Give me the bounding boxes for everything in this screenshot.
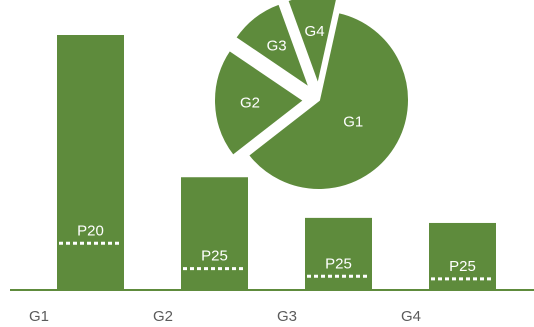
pie-slice-g1 (246, 10, 410, 191)
category-label-g4: G4 (401, 308, 421, 325)
pie-label-g2: G2 (240, 94, 260, 111)
bar-g2 (181, 177, 248, 289)
bar-chart: P20 G1 P25 G2 P25 G3 P25 G4 (29, 35, 496, 325)
marker-label-g3: P25 (325, 255, 352, 272)
pie-slice-g2 (213, 48, 306, 158)
category-label-g2: G2 (153, 308, 173, 325)
pie-chart: G1 G2 G3 G4 (213, 0, 410, 191)
pie-slice-g4 (286, 0, 338, 89)
pie-label-g3: G3 (267, 38, 287, 55)
bar-g1 (57, 35, 124, 289)
pie-label-g4: G4 (305, 23, 325, 40)
marker-label-g4: P25 (449, 258, 476, 275)
marker-label-g2: P25 (201, 248, 228, 265)
pie-slice-g3 (233, 2, 312, 91)
marker-label-g1: P20 (77, 222, 104, 239)
bar-g3 (305, 217, 372, 289)
pie-label-g1: G1 (343, 114, 363, 131)
category-label-g3: G3 (277, 308, 297, 325)
category-label-g1: G1 (29, 308, 49, 325)
